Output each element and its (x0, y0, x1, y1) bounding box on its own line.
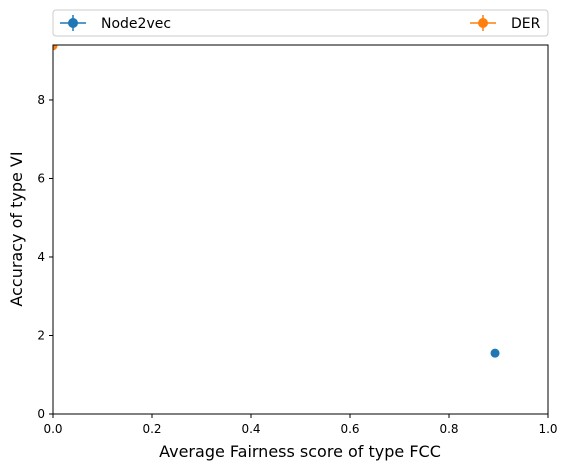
x-axis-label: Average Fairness score of type FCC (159, 442, 441, 461)
legend-node2vec-marker (68, 18, 78, 28)
legend-der-label: DER (511, 16, 541, 32)
y-axis-ticks: 0 2 4 6 8 (37, 93, 53, 421)
plot-frame (52, 44, 549, 415)
y-tick-label: 6 (37, 171, 45, 185)
x-tick-label: 0.6 (340, 422, 359, 436)
x-tick-label: 0.4 (241, 422, 260, 436)
legend-der-marker (478, 18, 488, 28)
x-tick-label: 0.8 (439, 422, 458, 436)
x-tick-label: 1.0 (538, 422, 557, 436)
y-axis-label: Accuracy of type VI (7, 151, 26, 306)
x-tick-label: 0.0 (43, 422, 62, 436)
data-points (53, 45, 500, 358)
y-tick-label: 2 (37, 328, 45, 342)
y-tick-label: 4 (37, 250, 45, 264)
x-tick-label: 0.2 (142, 422, 161, 436)
data-point-node2vec (490, 348, 500, 358)
legend-node2vec-label: Node2vec (101, 16, 171, 32)
legend: Node2vec DER (52, 9, 549, 37)
legend-entry-der: DER (470, 15, 541, 32)
x-axis-ticks: 0.0 0.2 0.4 0.6 0.8 1.0 (43, 414, 558, 436)
data-point-der (53, 45, 58, 51)
legend-entry-node2vec: Node2vec (60, 15, 171, 32)
legend-frame (52, 9, 549, 37)
y-tick-label: 0 (37, 407, 45, 421)
y-tick-label: 8 (37, 93, 45, 107)
